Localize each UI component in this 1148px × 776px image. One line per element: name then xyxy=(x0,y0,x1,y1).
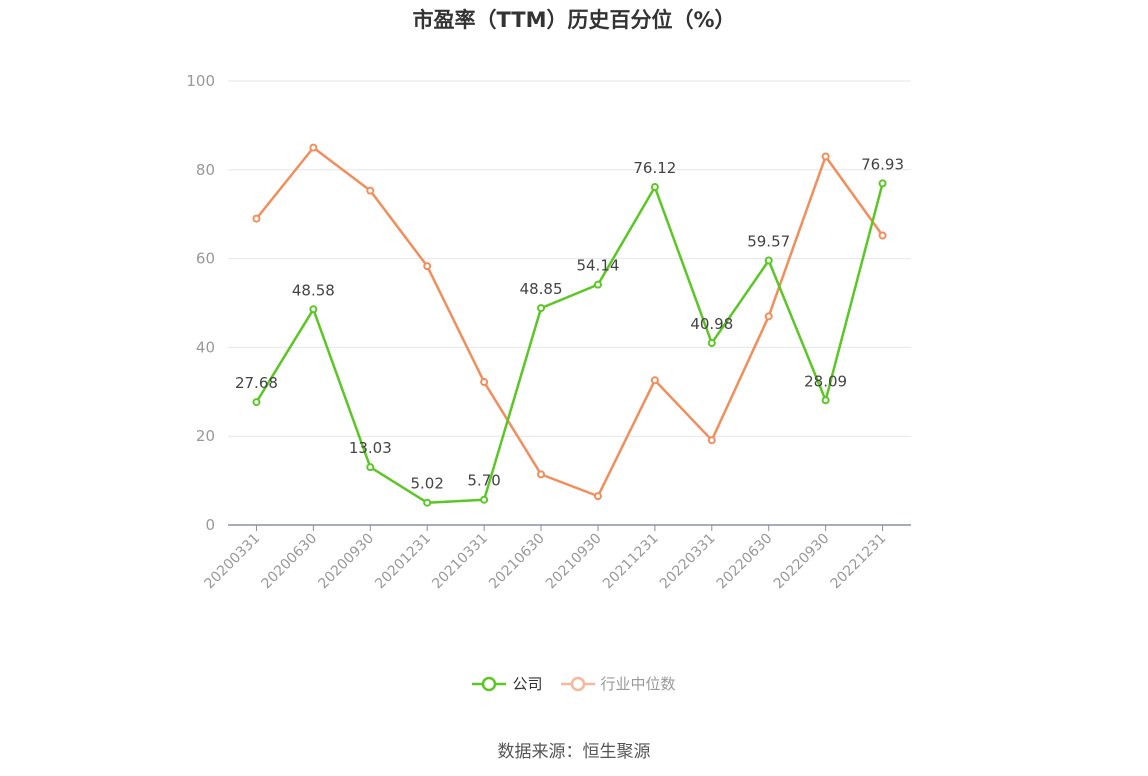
series-line xyxy=(255,183,884,504)
legend-marker-company xyxy=(472,676,507,691)
data-point xyxy=(593,280,602,289)
data-label: 5.02 xyxy=(411,475,444,493)
data-label: 76.12 xyxy=(633,159,676,177)
x-tick-label: 20220331 xyxy=(657,531,719,593)
x-tick-label: 20211231 xyxy=(600,531,662,593)
data-label: 76.93 xyxy=(861,155,904,173)
legend-item-industry-median[interactable]: 行业中位数 xyxy=(560,673,676,694)
legend-marker-industry-median xyxy=(560,676,595,691)
data-label: 48.58 xyxy=(292,281,335,299)
data-point xyxy=(878,231,887,240)
y-tick-label: 100 xyxy=(186,72,215,90)
series-line xyxy=(255,146,884,498)
x-tick-label: 20210331 xyxy=(429,531,491,593)
y-tick-label: 20 xyxy=(196,427,215,445)
x-tick-label: 20200331 xyxy=(202,531,264,593)
data-label: 28.09 xyxy=(804,372,847,390)
x-tick-label: 20221231 xyxy=(828,531,890,593)
y-tick-label: 60 xyxy=(196,250,215,268)
chart-title: 市盈率（TTM）历史百分位（%） xyxy=(412,8,736,32)
data-label: 48.85 xyxy=(520,280,563,298)
data-point xyxy=(423,262,432,271)
y-tick-label: 80 xyxy=(196,161,215,179)
data-point xyxy=(423,498,432,507)
data-point xyxy=(821,152,830,161)
data-point xyxy=(707,339,716,348)
x-tick-label: 20210630 xyxy=(486,531,548,593)
legend: 公司 行业中位数 xyxy=(0,673,1148,694)
x-tick-label: 20210930 xyxy=(543,531,605,593)
y-tick-label: 40 xyxy=(196,338,215,356)
data-label: 27.68 xyxy=(235,374,278,392)
data-point xyxy=(309,305,318,314)
data-point xyxy=(252,398,261,407)
data-label: 13.03 xyxy=(349,439,392,457)
x-tick-label: 20200930 xyxy=(315,531,377,593)
data-label: 40.98 xyxy=(690,315,733,333)
data-label: 54.14 xyxy=(576,257,619,275)
data-point xyxy=(537,470,546,479)
series-group xyxy=(252,143,887,507)
data-point xyxy=(650,183,659,192)
data-point xyxy=(480,495,489,504)
y-tick-label: 0 xyxy=(205,516,215,534)
data-point xyxy=(537,304,546,313)
data-point xyxy=(480,378,489,387)
data-point xyxy=(650,376,659,385)
y-axis-ticks: 0 20 40 60 80 100 xyxy=(186,72,215,534)
data-point xyxy=(764,312,773,321)
x-tick-label: 20220930 xyxy=(771,531,833,593)
data-label: 5.70 xyxy=(467,472,500,490)
legend-label-company: 公司 xyxy=(512,675,543,693)
data-source: 数据来源：恒生聚源 xyxy=(497,742,651,762)
data-point xyxy=(309,143,318,152)
legend-item-company[interactable]: 公司 xyxy=(472,673,543,694)
data-point xyxy=(366,463,375,472)
data-point xyxy=(878,179,887,188)
data-point xyxy=(593,492,602,501)
x-tick-label: 20220630 xyxy=(714,531,776,593)
x-axis: 2020033120200630202009302020123120210331… xyxy=(202,524,911,593)
legend-label-industry-median: 行业中位数 xyxy=(600,675,676,693)
data-label: 59.57 xyxy=(747,233,790,251)
data-point xyxy=(252,214,261,223)
data-point xyxy=(821,396,830,405)
data-point xyxy=(366,186,375,195)
data-point xyxy=(764,256,773,265)
data-point xyxy=(707,436,716,445)
x-tick-label: 20201231 xyxy=(372,531,434,593)
data-labels: 27.68 48.58 13.03 5.02 5.70 48.85 54.14 76.12 40… xyxy=(235,155,904,492)
x-tick-label: 20200630 xyxy=(258,531,320,593)
